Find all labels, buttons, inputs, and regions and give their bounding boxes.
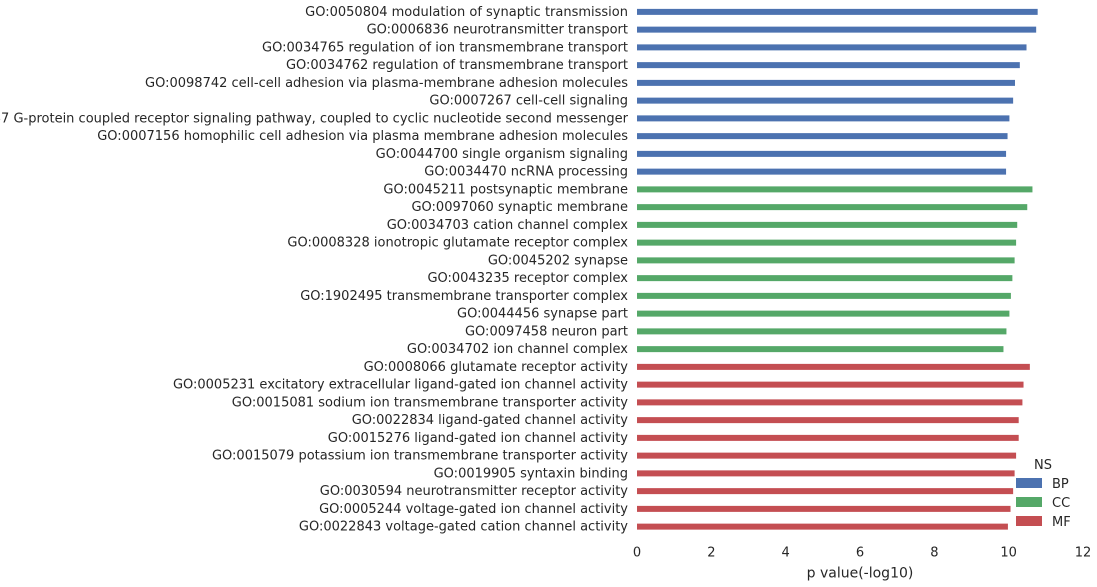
category-label: GO:1902495 transmembrane transporter com… (300, 289, 628, 304)
bar-mf (637, 505, 1011, 512)
x-tick-label: 4 (782, 546, 790, 561)
category-label: GO:0007156 homophilic cell adhesion via … (97, 129, 628, 144)
category-label: GO:0030594 neurotransmitter receptor act… (320, 484, 629, 499)
x-tick-label: 12 (1075, 546, 1092, 561)
bar-mf (637, 363, 1030, 370)
bar-cc (637, 275, 1013, 282)
category-label: GO:0045202 synapse (488, 253, 628, 268)
category-label: GO:0045211 postsynaptic membrane (383, 182, 628, 197)
bar-cc (637, 204, 1028, 211)
legend: NS BP CC MF (1016, 458, 1071, 530)
bar-mf (637, 470, 1015, 477)
bar-bp (637, 79, 1015, 86)
bar-bp (637, 62, 1020, 69)
bar-cc (637, 328, 1007, 335)
category-label: GO:0043235 receptor complex (427, 271, 628, 286)
bar-bp (637, 44, 1027, 51)
x-tick-label: 0 (633, 546, 641, 561)
bar-cc (637, 292, 1011, 299)
bar-cc (637, 310, 1010, 317)
category-label: GO:0007187 G-protein coupled receptor si… (0, 111, 629, 126)
bar-bp (637, 150, 1007, 157)
category-label: GO:0015081 sodium ion transmembrane tran… (232, 395, 628, 410)
category-label: GO:0022843 voltage-gated cation channel … (299, 520, 628, 535)
bar-cc (637, 221, 1018, 228)
x-axis: 0 2 4 6 8 10 12 (633, 546, 1091, 561)
category-label: GO:0007267 cell-cell signaling (429, 94, 628, 109)
bar-bp (637, 26, 1037, 33)
category-label: GO:0050804 modulation of synaptic transm… (305, 5, 628, 20)
bar-cc (637, 346, 1004, 353)
x-tick-label: 2 (707, 546, 715, 561)
category-label: GO:0008066 glutamate receptor activity (364, 360, 629, 375)
category-label: GO:0034703 cation channel complex (387, 218, 629, 233)
category-label: GO:0098742 cell-cell adhesion via plasma… (145, 76, 628, 91)
bar-mf (637, 381, 1024, 388)
category-label: GO:0034765 regulation of ion transmembra… (262, 40, 628, 55)
category-label: GO:0008328 ionotropic glutamate receptor… (287, 236, 628, 251)
category-label: GO:0022834 ligand-gated channel activity (352, 413, 629, 428)
bar-mf (637, 399, 1023, 406)
bar-mf (637, 523, 1008, 530)
legend-label: MF (1052, 515, 1071, 530)
category-label: GO:0097060 synaptic membrane (411, 200, 628, 215)
bar-mf (637, 417, 1019, 424)
x-tick-label: 6 (856, 546, 864, 561)
bar-bp (637, 133, 1008, 140)
legend-swatch-cc (1016, 497, 1042, 507)
bar-bp (637, 115, 1010, 122)
bar-bp (637, 168, 1007, 175)
legend-label: BP (1052, 477, 1069, 492)
category-label: GO:0034762 regulation of transmembrane t… (286, 58, 628, 73)
legend-label: CC (1052, 496, 1070, 511)
category-label: GO:0015079 potassium ion transmembrane t… (212, 449, 628, 464)
category-label: GO:0034470 ncRNA processing (424, 165, 628, 180)
bar-cc (637, 186, 1033, 193)
bar-mf (637, 488, 1014, 495)
bar-mf (637, 452, 1017, 459)
legend-swatch-mf (1016, 516, 1042, 526)
category-label: GO:0034702 ion channel complex (407, 342, 628, 357)
category-label: GO:0015276 ligand-gated ion channel acti… (328, 431, 629, 446)
x-tick-label: 8 (930, 546, 938, 561)
legend-title: NS (1034, 458, 1052, 473)
bar-mf (637, 434, 1019, 441)
x-tick-label: 10 (1000, 546, 1017, 561)
category-label: GO:0005231 excitatory extracellular liga… (173, 378, 628, 393)
category-labels: GO:0050804 modulation of synaptic transm… (0, 5, 629, 535)
category-label: GO:0044456 synapse part (457, 307, 628, 322)
category-label: GO:0005244 voltage-gated ion channel act… (319, 502, 628, 517)
category-label: GO:0044700 single organism signaling (376, 147, 628, 162)
x-axis-label: p value(-log10) (807, 566, 914, 582)
bar-cc (637, 239, 1017, 246)
legend-swatch-bp (1016, 478, 1042, 488)
category-label: GO:0019905 syntaxin binding (434, 466, 628, 481)
category-label: GO:0006836 neurotransmitter transport (367, 23, 628, 38)
bar-bp (637, 97, 1014, 104)
category-label: GO:0097458 neuron part (465, 324, 628, 339)
bar-bp (637, 8, 1038, 15)
bar-cc (637, 257, 1015, 264)
bars-group (637, 8, 1038, 530)
